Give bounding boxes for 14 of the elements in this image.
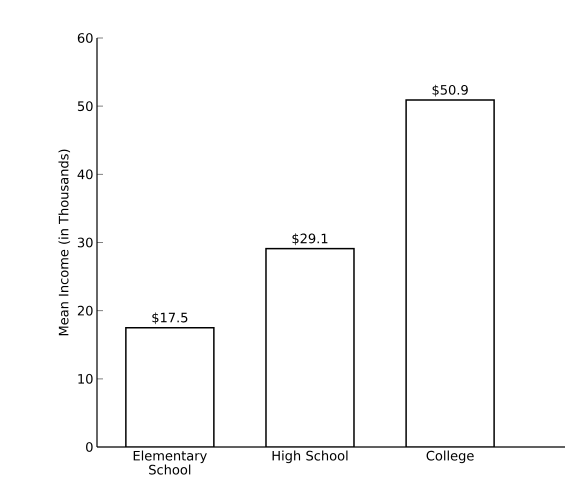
- y-tick-label: 0: [86, 442, 93, 452]
- data-label: $29.1: [292, 233, 328, 246]
- y-tick-label: 40: [78, 169, 93, 180]
- y-axis-title: Mean Income (in Thousands): [58, 150, 70, 336]
- y-tick-label: 50: [78, 101, 93, 112]
- y-tick-label: 10: [78, 374, 93, 384]
- data-label: $50.9: [432, 84, 468, 97]
- y-tick-label: 30: [78, 238, 93, 248]
- data-label: $17.5: [152, 312, 188, 324]
- x-tick-label: Elementary School: [134, 450, 207, 475]
- y-tick-label: 20: [78, 306, 93, 316]
- y-tick-label: 60: [78, 33, 93, 43]
- x-tick-label: College: [426, 450, 474, 464]
- x-tick-label: High School: [272, 450, 348, 464]
